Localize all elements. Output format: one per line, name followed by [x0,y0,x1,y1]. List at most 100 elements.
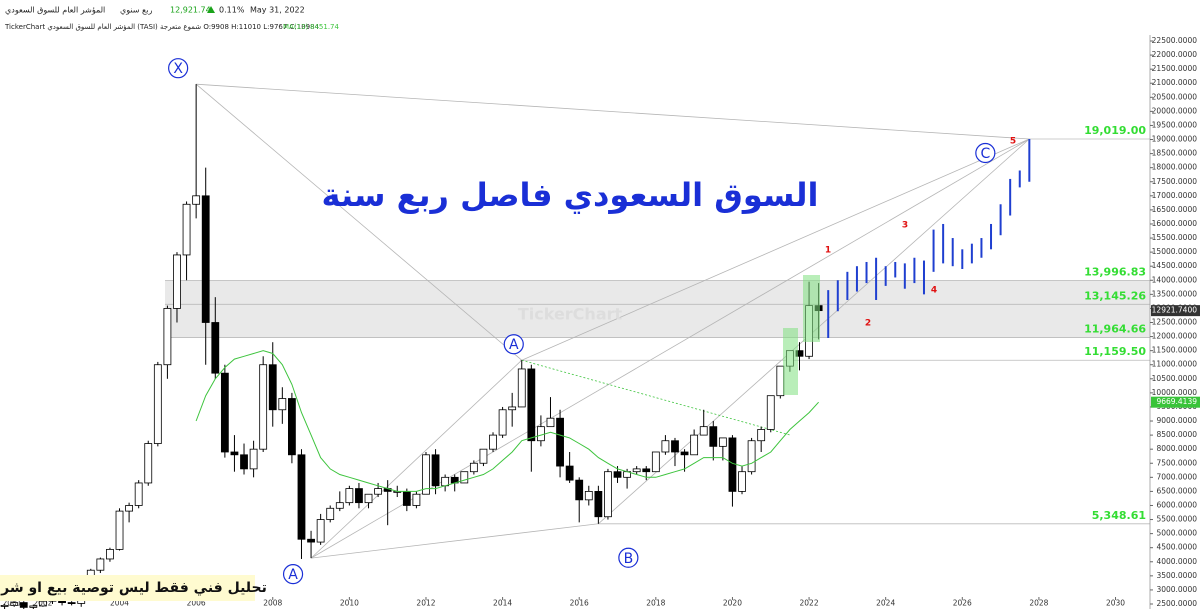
candle-body [469,462,478,473]
y-tick-label: 7000.0000 [1156,472,1197,481]
y-tick-label: 5500.0000 [1156,515,1197,524]
level-label: 13,996.83 [1084,265,1146,278]
level-label: 11,964.66 [1084,323,1146,336]
y-tick-label: 15500.0000 [1152,233,1198,242]
pattern-line [521,138,1030,361]
wave-label: 1 [825,246,831,256]
candle-body [498,409,507,436]
candle-body [115,510,124,550]
price-badge [1151,305,1200,317]
candle-body [182,203,191,256]
candle-body [757,429,766,442]
candle-body [192,195,201,205]
x-tick-label: 2028 [1029,599,1048,608]
candle-body [651,451,660,473]
candle-body [67,602,76,604]
candle-body [508,406,517,411]
wave-label: 2 [865,319,871,329]
trend-line [521,359,791,436]
pattern-line [195,83,523,361]
candle-body [776,365,785,397]
candle-body [173,254,181,309]
x-tick-label: 2030 [1106,599,1125,608]
y-tick-label: 4500.0000 [1156,543,1197,552]
point-label: A [288,567,298,583]
y-tick-label: 20000.0000 [1152,106,1198,115]
y-tick-label: 17500.0000 [1152,177,1198,186]
candle-body [766,395,775,430]
wave-label: 5 [1010,137,1016,147]
y-tick-label: 3500.0000 [1156,571,1197,580]
candle-body [422,454,430,495]
candle-body [613,471,622,478]
candle-body [19,602,28,608]
up-arrow [207,6,215,13]
candle-body [307,538,315,543]
wave-label: 4 [931,286,937,296]
candle-body [402,490,411,506]
date: May 31, 2022 [250,6,305,15]
x-tick-label: 2018 [646,599,665,608]
y-tick-label: 4000.0000 [1156,557,1197,566]
price-badge-label: 12921.7400 [1152,306,1198,315]
y-tick-label: 14000.0000 [1152,275,1198,284]
y-tick-label: 6000.0000 [1156,500,1197,509]
pattern-line [310,359,523,559]
y-tick-label: 3000.0000 [1156,585,1197,594]
y-tick-label: 9000.0000 [1156,416,1197,425]
price: 12,921.74 [170,6,211,15]
candle-body [249,448,258,470]
point-marker [168,58,189,79]
y-tick-label: 12000.0000 [1152,332,1198,341]
candle-body [632,468,641,473]
x-tick-label: 2006 [187,599,206,608]
index-name: المؤشر العام للسوق السعودي [5,6,105,15]
point-label: X [173,61,183,77]
point-label: B [624,551,634,567]
plot: 19,019.00 13,996.83 13,145.26 11,964.66 11,1… [0,35,1200,609]
point-marker [282,564,304,585]
x-tick-label: 2014 [493,599,512,608]
level-label: 11,159.50 [1084,345,1146,358]
zone [165,280,1150,338]
wave-label: 3 [902,221,908,231]
y-tick-label: 11000.0000 [1152,360,1198,369]
y-tick-label: 11500.0000 [1152,346,1198,355]
x-tick-label: 2001 [2,599,21,608]
y-tick-label: 7500.0000 [1156,458,1197,467]
x-tick-label: 2024 [876,599,895,608]
y-tick-label: 18500.0000 [1152,149,1198,158]
candle-body [412,493,421,506]
candle-body [718,437,727,447]
ma-value: 8451.74 [310,23,339,31]
overlay-title: السوق السعودي فاصل ربع سنة [322,176,819,214]
candle-body [316,519,325,543]
candle-body [747,440,756,473]
x-tick-label: 2004 [110,599,129,608]
candle-body [29,605,38,608]
y-tick-label: 16500.0000 [1152,205,1198,214]
candle-body [479,448,488,464]
point-label: A [509,337,519,353]
highlight-box [783,328,798,395]
candle-body [201,195,210,323]
candle-body [556,417,564,467]
candle-body [144,443,153,484]
candle-body [604,471,612,518]
candle-body [594,490,603,518]
x-tick-label: 2008 [263,599,282,608]
point-marker [975,142,996,164]
x-tick-label: 2016 [570,599,589,608]
period: ربع سنوي [120,6,153,15]
price-badge-label: 9669.4139 [1156,397,1197,406]
pattern-line [311,523,599,559]
point-label: C [980,146,990,162]
y-tick-label: 18000.0000 [1152,163,1198,172]
candle-body [297,454,306,540]
candle-body [374,488,382,495]
candle-body [335,502,344,509]
watermark: TickerChart [518,305,623,324]
candle-body [134,482,143,506]
level-label: 5,348.61 [1092,509,1146,522]
